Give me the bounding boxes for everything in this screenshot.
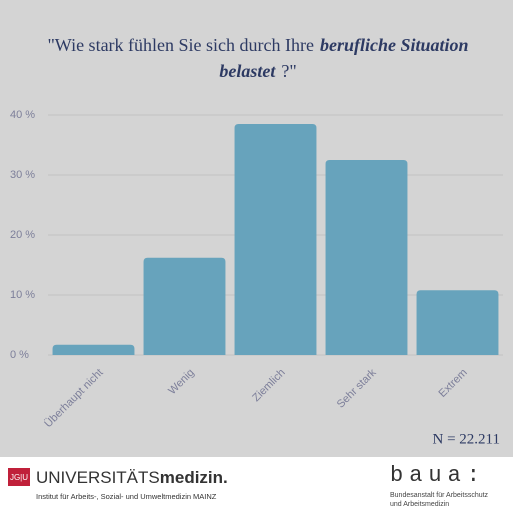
- y-tick-label: 20 %: [10, 229, 35, 241]
- logo-badge-text: JG|U: [10, 473, 28, 482]
- title-part: "Wie stark fühlen Sie sich durch Ihre: [47, 35, 314, 55]
- bar: [143, 257, 226, 355]
- chart-title: "Wie stark fühlen Sie sich durch Ihre ber…: [47, 35, 468, 55]
- annotation: N = 22.211: [433, 431, 501, 447]
- city: MAINZ: [193, 492, 217, 501]
- y-tick-label: 0 %: [10, 349, 29, 361]
- bar: [234, 124, 317, 355]
- logo-part: UNIVERSITÄTS: [36, 468, 160, 487]
- bar: [52, 344, 135, 355]
- institute: Institut für Arbeits-, Sozial- und Umwel…: [36, 492, 191, 501]
- chart-title: belastet ?": [219, 61, 296, 81]
- title-part: berufliche Situation: [320, 35, 469, 55]
- footer-background: [0, 457, 513, 513]
- title-part: belastet: [219, 61, 276, 81]
- y-tick-label: 30 %: [10, 169, 35, 181]
- logo-text: UNIVERSITÄTSmedizin.: [36, 468, 228, 487]
- logo-part: medizin.: [160, 468, 228, 487]
- y-tick-label: 10 %: [10, 289, 35, 301]
- logo-badge: [8, 468, 30, 486]
- baua-line: und Arbeitsmedizin: [390, 501, 449, 508]
- bar: [416, 290, 499, 355]
- title-part: ?": [281, 61, 296, 81]
- baua-logo: baua:: [390, 463, 486, 488]
- bar: [325, 160, 408, 355]
- y-tick-label: 40 %: [10, 109, 35, 121]
- baua-line: Bundesanstalt für Arbeitsschutz: [390, 492, 489, 499]
